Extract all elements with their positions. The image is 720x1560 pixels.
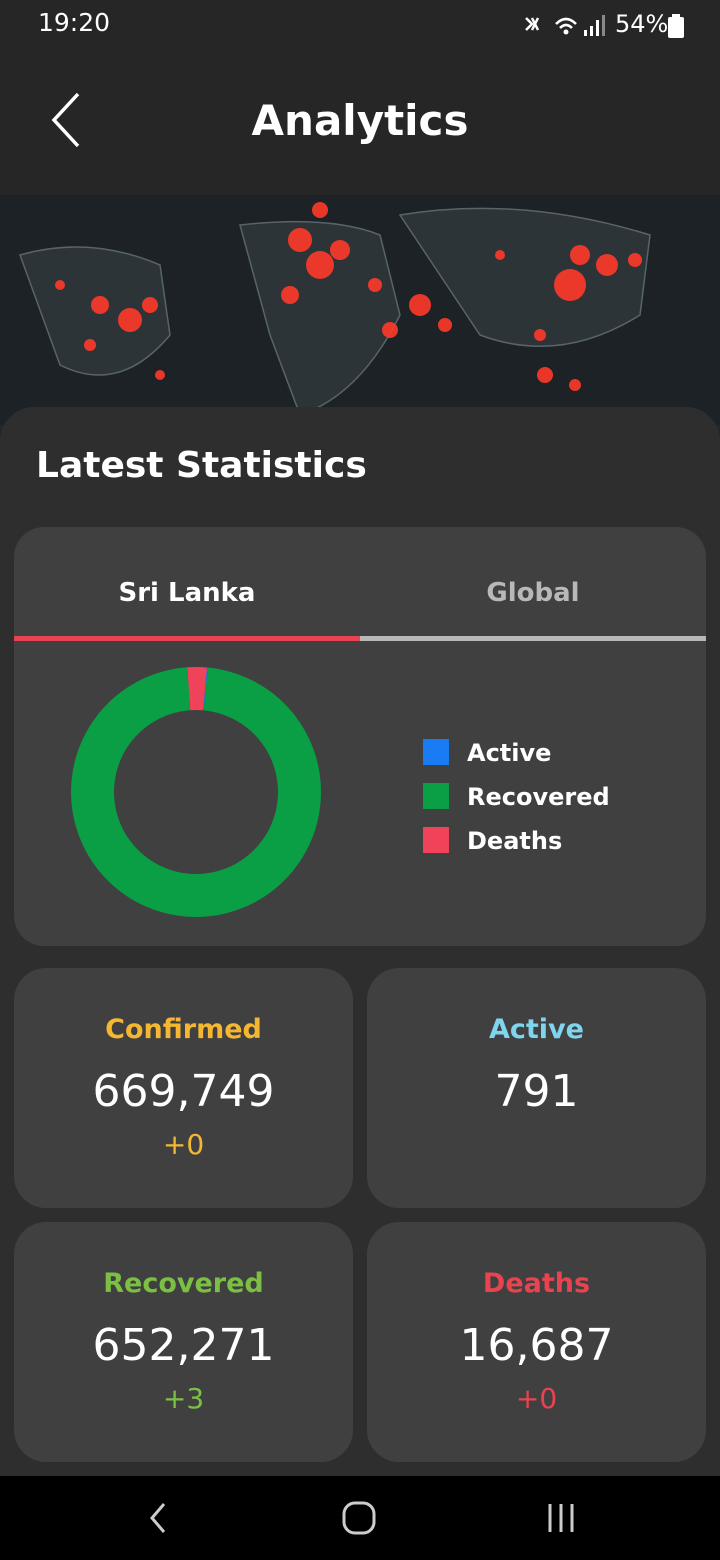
tab[interactable]: Global [486, 578, 580, 608]
stat-value: 669,749 [92, 1066, 275, 1117]
legend-swatch [423, 739, 449, 765]
header-title: Analytics [251, 96, 469, 145]
nav-recents[interactable] [540, 1496, 584, 1540]
stat-label: Active [489, 1014, 584, 1045]
stat-value: 652,271 [92, 1320, 275, 1371]
stat-label: Deaths [482, 1268, 591, 1299]
donut-segment [203, 667, 208, 711]
section-title: Latest Statistics [36, 445, 367, 486]
stat-change: +0 [162, 1128, 205, 1161]
legend-swatch [423, 827, 449, 853]
status-time: 19:20 [38, 8, 111, 37]
stat-card: Confirmed 669,749 +0 [14, 968, 353, 1208]
tab-underline [360, 636, 706, 641]
stat-label: Confirmed [105, 1014, 262, 1045]
legend-label: Active [467, 739, 551, 767]
legend-swatch [423, 783, 449, 809]
stat-card: Active 791 [367, 968, 706, 1208]
stat-card: Recovered 652,271 +3 [14, 1222, 353, 1462]
nav-home[interactable] [338, 1496, 382, 1540]
battery-level: 54% [615, 10, 669, 38]
donut-chart: Active Recovered Deaths [71, 667, 610, 917]
stat-value: 791 [494, 1066, 579, 1117]
stat-change: +0 [515, 1382, 558, 1415]
stat-change: +3 [162, 1382, 205, 1415]
nav-back[interactable] [140, 1496, 180, 1540]
donut-segment [71, 667, 321, 917]
donut-segment [187, 667, 207, 711]
legend-label: Deaths [467, 827, 562, 855]
legend-label: Recovered [467, 783, 610, 811]
status-icons [525, 15, 605, 36]
battery-icon [668, 14, 684, 38]
stat-label: Recovered [103, 1268, 264, 1299]
tab[interactable]: Sri Lanka [118, 578, 256, 608]
world-map-image [0, 195, 720, 425]
stat-card: Deaths 16,687 +0 [367, 1222, 706, 1462]
stat-value: 16,687 [459, 1320, 614, 1371]
nav-bar [0, 1476, 720, 1560]
back-button[interactable] [44, 90, 88, 150]
tab-indicator [14, 636, 360, 641]
